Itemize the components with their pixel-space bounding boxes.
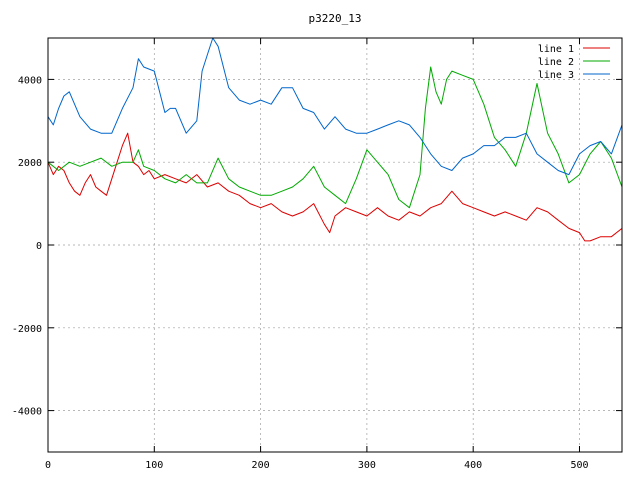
x-tick-label: 0 — [45, 460, 51, 471]
x-tick-label: 300 — [358, 460, 376, 471]
chart-title: p3220_13 — [309, 12, 362, 25]
x-tick-label: 500 — [570, 460, 588, 471]
legend-label-1: line 1 — [538, 44, 574, 55]
x-tick-label: 400 — [464, 460, 482, 471]
legend: line 1 line 2 line 3 — [538, 44, 610, 81]
legend-label-2: line 2 — [538, 57, 574, 68]
series-line-2 — [47, 66, 623, 209]
legend-label-3: line 3 — [538, 70, 574, 81]
y-tick-label: 2000 — [18, 158, 42, 169]
y-tick-label: -2000 — [12, 324, 42, 335]
y-tick-label: 4000 — [18, 75, 42, 86]
x-tick-label: 100 — [145, 460, 163, 471]
y-tick-label: 0 — [36, 241, 42, 252]
ticks: 0 100 200 300 400 500 -4000 -2000 0 2000 4000 — [12, 38, 622, 471]
series-line-1 — [47, 132, 623, 242]
grid — [48, 38, 622, 452]
x-tick-label: 200 — [252, 460, 270, 471]
y-tick-label: -4000 — [12, 407, 42, 418]
series-layer — [47, 37, 623, 242]
series-line-3 — [47, 37, 623, 176]
